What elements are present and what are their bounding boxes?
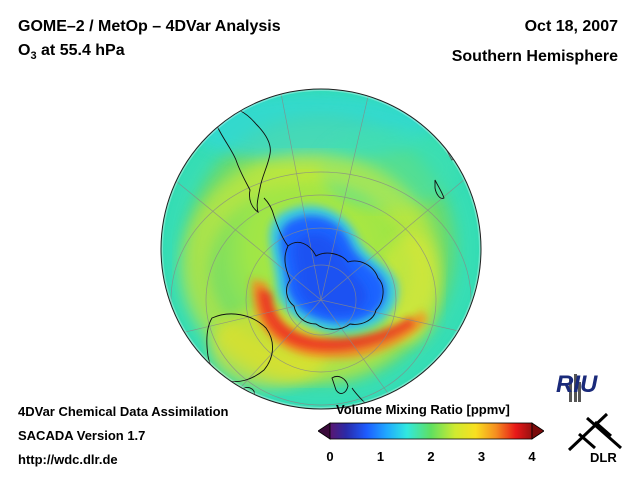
- footer-version: SACADA Version 1.7: [18, 428, 146, 443]
- colorbar-title: Volume Mixing Ratio [ppmv]: [336, 402, 510, 417]
- riu-logo: RIU: [556, 371, 598, 398]
- subtitle-level: at 55.4 hPa: [36, 42, 125, 59]
- colorbar-min-arrow: [318, 422, 331, 440]
- colorbar: [318, 422, 544, 440]
- map-title: GOME–2 / MetOp – 4DVar Analysis: [18, 18, 281, 35]
- map-region: Southern Hemisphere: [451, 48, 618, 65]
- colorbar-max-arrow: [531, 422, 544, 440]
- dlr-logo-icon: [567, 412, 622, 452]
- map-subtitle: O3 at 55.4 hPa: [18, 42, 125, 62]
- footer-system: 4DVar Chemical Data Assimilation: [18, 404, 229, 419]
- colorbar-tick-2: 2: [427, 449, 435, 464]
- colorbar-gradient: [329, 422, 533, 440]
- graticule: [161, 89, 481, 409]
- map-date: Oct 18, 2007: [524, 18, 618, 35]
- dlr-logo-text: DLR: [590, 450, 617, 465]
- colorbar-tick-3: 3: [477, 449, 486, 464]
- globe-map: [160, 88, 482, 410]
- colorbar-tick-4: 4: [528, 449, 536, 464]
- subtitle-subscript: 3: [30, 50, 37, 63]
- ozone-field: [161, 89, 481, 409]
- colorbar-tick-0: 0: [326, 449, 334, 464]
- subtitle-species: O: [18, 42, 31, 59]
- riu-logo-icon: [569, 374, 581, 402]
- footer-url[interactable]: http://wdc.dlr.de: [18, 452, 118, 467]
- colorbar-tick-1: 1: [376, 449, 385, 464]
